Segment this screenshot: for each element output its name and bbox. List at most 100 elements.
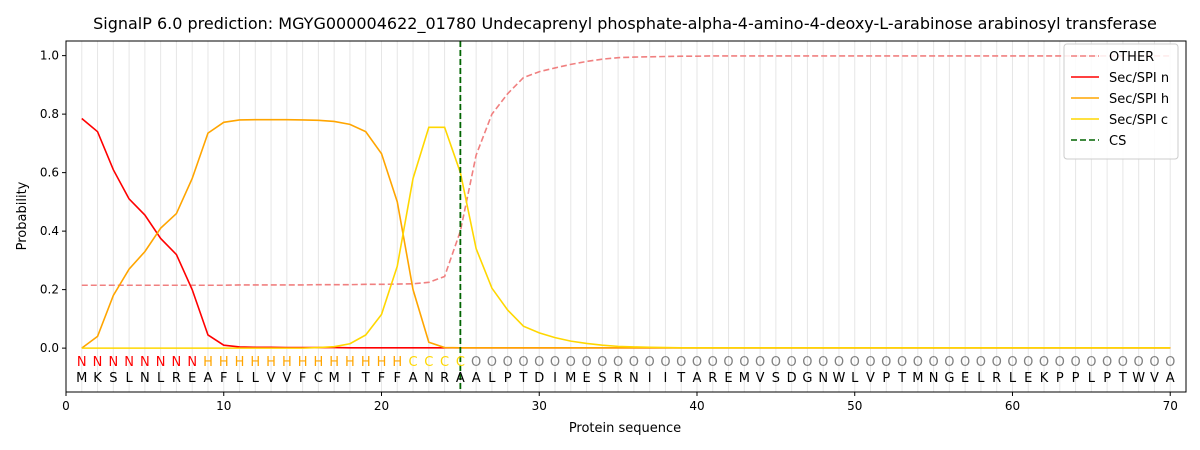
- residue-label: L: [1009, 371, 1017, 386]
- region-label: O: [976, 355, 986, 370]
- region-label: N: [156, 355, 166, 370]
- region-label: C: [409, 355, 418, 370]
- region-label: O: [755, 355, 765, 370]
- region-label: O: [692, 355, 702, 370]
- region-label: N: [172, 355, 182, 370]
- residue-label: F: [299, 371, 306, 386]
- region-label: H: [377, 355, 387, 370]
- region-label: O: [723, 355, 733, 370]
- residue-label: F: [378, 371, 385, 386]
- region-label: O: [503, 355, 513, 370]
- region-label: O: [1023, 355, 1033, 370]
- residue-label: S: [598, 371, 606, 386]
- region-label: O: [581, 355, 591, 370]
- series-line-sec-spi-c: [81, 126, 1171, 349]
- sequence-annotations: NMNKNSNLNNNLNRNEHAHFHLHLHVHVHFHCHMHIHTHF…: [76, 355, 1175, 386]
- series-lines: [81, 55, 1171, 349]
- region-label: O: [960, 355, 970, 370]
- y-axis-ticks: 0.0 0.2 0.4 0.6 0.8 1.0: [40, 49, 66, 355]
- x-tick-label: 40: [689, 399, 704, 413]
- residue-label: N: [929, 371, 939, 386]
- residue-label: M: [912, 371, 923, 386]
- y-tick-label: 1.0: [40, 49, 59, 63]
- region-label: O: [1039, 355, 1049, 370]
- legend: OTHER Sec/SPI n Sec/SPI h Sec/SPI c CS: [1063, 43, 1179, 160]
- region-label: N: [187, 355, 197, 370]
- region-label: O: [928, 355, 938, 370]
- region-label: O: [708, 355, 718, 370]
- residue-label: F: [394, 371, 401, 386]
- region-label: O: [992, 355, 1002, 370]
- residue-label: L: [157, 371, 165, 386]
- residue-label: P: [504, 371, 512, 386]
- region-label: H: [250, 355, 260, 370]
- residue-label: L: [1088, 371, 1096, 386]
- residue-label: L: [236, 371, 244, 386]
- residue-label: E: [188, 371, 196, 386]
- region-label: O: [787, 355, 797, 370]
- residue-label: S: [772, 371, 780, 386]
- region-label: O: [1165, 355, 1175, 370]
- y-tick-label: 0.2: [40, 283, 59, 297]
- region-label: O: [897, 355, 907, 370]
- region-label: O: [865, 355, 875, 370]
- legend-label: Sec/SPI h: [1109, 92, 1169, 107]
- region-label: H: [329, 355, 339, 370]
- residue-label: E: [582, 371, 590, 386]
- residue-label: K: [1040, 371, 1049, 386]
- residue-label: A: [693, 371, 702, 386]
- residue-label: E: [1024, 371, 1032, 386]
- y-tick-label: 0.0: [40, 341, 59, 355]
- y-axis-label: Probability: [15, 181, 30, 250]
- residue-label: P: [1056, 371, 1064, 386]
- region-label: H: [345, 355, 355, 370]
- region-label: H: [282, 355, 292, 370]
- x-tick-label: 50: [847, 399, 862, 413]
- residue-label: M: [76, 371, 87, 386]
- residue-label: A: [204, 371, 213, 386]
- region-label: O: [818, 355, 828, 370]
- residue-label: I: [664, 371, 668, 386]
- plot-frame: [65, 40, 1187, 393]
- residue-label: D: [787, 371, 797, 386]
- residue-label: F: [220, 371, 227, 386]
- residue-label: R: [172, 371, 181, 386]
- legend-label: CS: [1109, 134, 1126, 149]
- x-tick-label: 10: [216, 399, 231, 413]
- residue-label: W: [1132, 371, 1145, 386]
- region-label: O: [629, 355, 639, 370]
- region-label: O: [944, 355, 954, 370]
- region-label: O: [1118, 355, 1128, 370]
- residue-label: T: [897, 371, 906, 386]
- region-label: H: [361, 355, 371, 370]
- residue-label: N: [629, 371, 639, 386]
- residue-label: D: [534, 371, 544, 386]
- region-label: O: [802, 355, 812, 370]
- y-tick-label: 0.8: [40, 107, 59, 121]
- region-label: H: [203, 355, 213, 370]
- residue-label: I: [553, 371, 557, 386]
- chart-title: SignalP 6.0 prediction: MGYG000004622_01…: [93, 14, 1157, 34]
- residue-label: P: [882, 371, 890, 386]
- residue-label: A: [456, 371, 465, 386]
- residue-label: R: [992, 371, 1001, 386]
- region-label: O: [1007, 355, 1017, 370]
- residue-label: L: [977, 371, 985, 386]
- residue-label: L: [851, 371, 859, 386]
- residue-label: V: [282, 371, 291, 386]
- legend-label: OTHER: [1109, 50, 1154, 65]
- residue-label: A: [409, 371, 418, 386]
- residue-label: T: [676, 371, 685, 386]
- region-label: O: [645, 355, 655, 370]
- residue-label: I: [648, 371, 652, 386]
- region-label: C: [456, 355, 465, 370]
- residue-label: L: [125, 371, 133, 386]
- residue-label: M: [329, 371, 340, 386]
- region-label: O: [518, 355, 528, 370]
- legend-label: Sec/SPI c: [1109, 113, 1168, 128]
- region-label: O: [566, 355, 576, 370]
- region-label: O: [771, 355, 781, 370]
- residue-label: V: [1150, 371, 1159, 386]
- residue-label: V: [267, 371, 276, 386]
- region-label: O: [913, 355, 923, 370]
